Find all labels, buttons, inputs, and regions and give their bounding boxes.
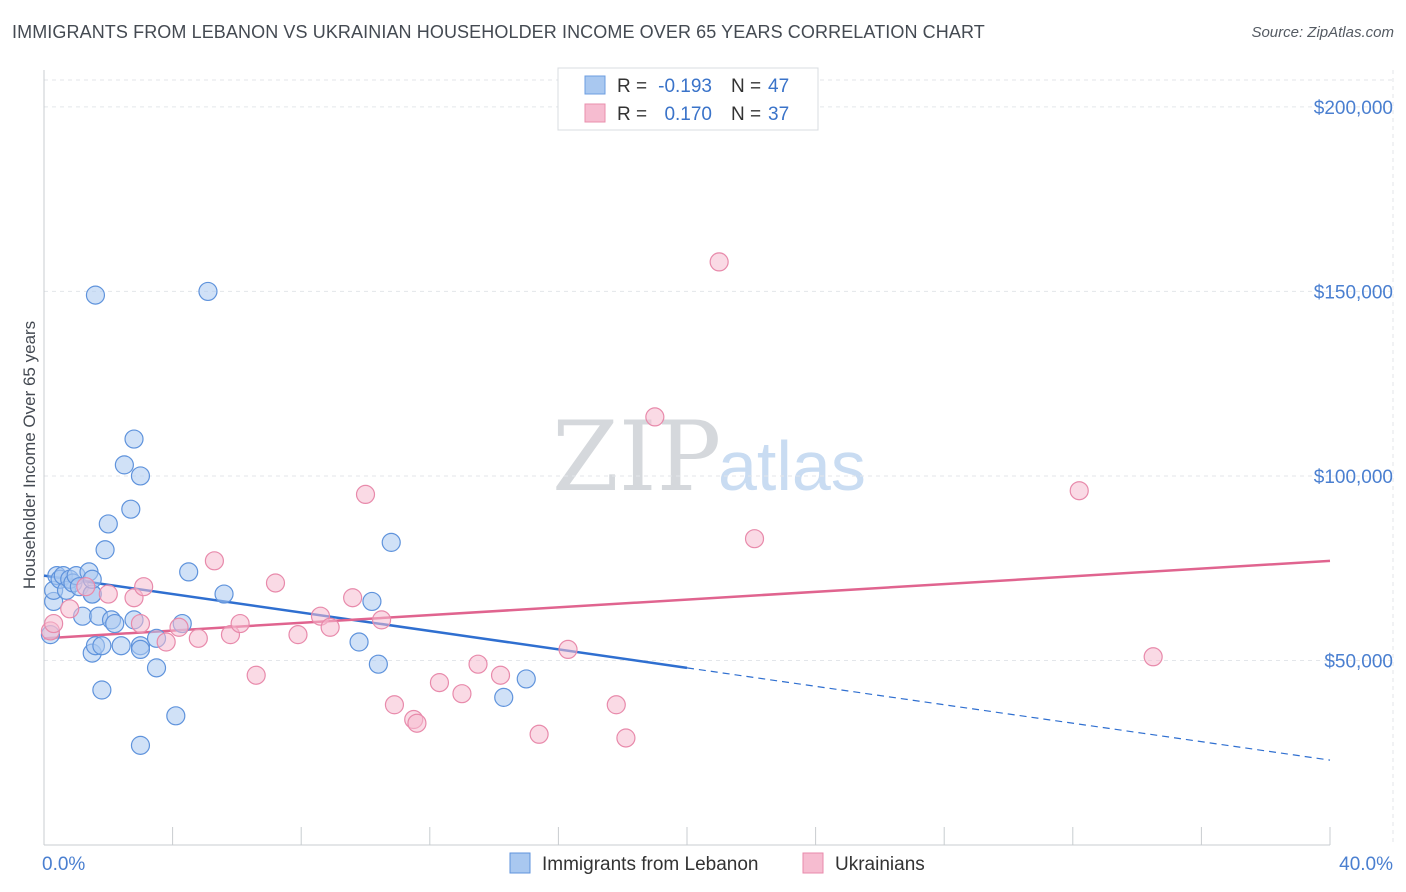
y-tick-labels: $50,000 $100,000 $150,000 $200,000 [1314, 98, 1393, 673]
point-ukrainians [1143, 647, 1163, 667]
point-lebanon [179, 562, 199, 582]
point-ukrainians [709, 252, 729, 272]
series-legend-label: Immigrants from Lebanon [542, 854, 759, 875]
chart-title: IMMIGRANTS FROM LEBANON VS UKRAINIAN HOU… [12, 22, 985, 42]
point-lebanon [121, 499, 141, 519]
stats-r-value: -0.193 [658, 76, 712, 97]
x-tick-label: 40.0% [1339, 854, 1393, 875]
point-ukrainians [320, 617, 340, 637]
x-tick-labels: 0.0% 40.0% [42, 854, 1393, 875]
point-ukrainians [169, 617, 189, 637]
point-ukrainians [76, 577, 96, 597]
stats-n-value: 47 [768, 76, 789, 97]
stats-legend-swatch [584, 103, 606, 123]
stats-legend: R = -0.193 N = 47 R = 0.170 N = 37 [557, 67, 819, 131]
point-ukrainians [265, 573, 286, 593]
point-lebanon [494, 687, 514, 707]
point-lebanon [92, 636, 112, 656]
y-axis-title: Householder Income Over 65 years [20, 321, 39, 589]
point-lebanon [166, 706, 186, 726]
y-tick-label: $150,000 [1314, 282, 1393, 303]
trend-line-ukrainians [43, 559, 1331, 640]
point-lebanon [124, 429, 144, 449]
watermark-zip: ZIP [552, 401, 721, 513]
point-ukrainians [343, 588, 363, 608]
point-ukrainians [288, 625, 308, 645]
series-legend: Immigrants from Lebanon Ukrainians [509, 852, 925, 875]
point-lebanon [105, 613, 125, 634]
series-legend-swatch [802, 852, 824, 874]
point-ukrainians [246, 665, 266, 685]
point-ukrainians [384, 695, 405, 715]
point-ukrainians [134, 577, 154, 597]
watermark: ZIP atlas [552, 401, 866, 513]
point-lebanon [130, 639, 151, 660]
point-lebanon [130, 735, 151, 755]
stats-n-value: 37 [768, 104, 789, 125]
point-ukrainians [230, 613, 250, 634]
point-ukrainians [98, 584, 118, 604]
point-lebanon [368, 654, 388, 674]
series-legend-swatch [509, 852, 531, 874]
stats-r-value: 0.170 [664, 104, 712, 125]
point-ukrainians [606, 695, 626, 715]
point-ukrainians [130, 613, 151, 634]
point-ukrainians [156, 632, 176, 652]
point-ukrainians [1069, 481, 1089, 501]
point-ukrainians [188, 628, 208, 648]
watermark-atlas: atlas [718, 427, 866, 505]
point-lebanon [85, 285, 106, 305]
point-ukrainians [204, 551, 224, 571]
point-ukrainians [44, 613, 64, 634]
stats-n-label: N = [731, 76, 761, 97]
axes [43, 70, 1331, 846]
chart-source: Source: ZipAtlas.com [1251, 24, 1394, 41]
point-lebanon [146, 658, 167, 678]
point-ukrainians [744, 529, 765, 549]
point-ukrainians [490, 665, 511, 685]
point-ukrainians [529, 724, 549, 744]
point-lebanon [98, 514, 118, 534]
point-lebanon [198, 281, 218, 302]
stats-r-label: R = [617, 104, 647, 125]
point-ukrainians [429, 673, 450, 693]
stats-r-label: R = [617, 76, 647, 97]
point-ukrainians [371, 610, 392, 630]
point-ukrainians [355, 484, 376, 505]
point-ukrainians [645, 407, 665, 427]
trend-line-extension [686, 667, 1331, 761]
point-ukrainians [407, 713, 427, 733]
point-lebanon [362, 591, 382, 612]
point-lebanon [92, 680, 112, 700]
stats-legend-swatch [584, 75, 606, 95]
y-tick-label: $50,000 [1324, 651, 1393, 672]
x-tick-label: 0.0% [42, 854, 85, 875]
point-lebanon [214, 584, 234, 604]
point-ukrainians [60, 599, 80, 619]
point-ukrainians [452, 684, 472, 704]
point-lebanon [111, 636, 131, 656]
point-lebanon [349, 632, 369, 652]
point-lebanon [114, 455, 134, 475]
y-tick-label: $100,000 [1314, 467, 1393, 488]
point-ukrainians [616, 728, 636, 748]
point-ukrainians [558, 639, 578, 660]
y-tick-label: $200,000 [1314, 98, 1393, 119]
series-legend-label: Ukrainians [835, 854, 925, 875]
point-lebanon [130, 466, 151, 486]
data-points [40, 252, 1163, 755]
point-lebanon [95, 540, 115, 560]
point-lebanon [381, 532, 401, 552]
point-lebanon [516, 669, 536, 689]
point-ukrainians [468, 654, 488, 674]
stats-n-label: N = [731, 104, 761, 125]
